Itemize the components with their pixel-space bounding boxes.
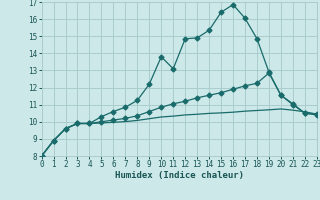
- X-axis label: Humidex (Indice chaleur): Humidex (Indice chaleur): [115, 171, 244, 180]
